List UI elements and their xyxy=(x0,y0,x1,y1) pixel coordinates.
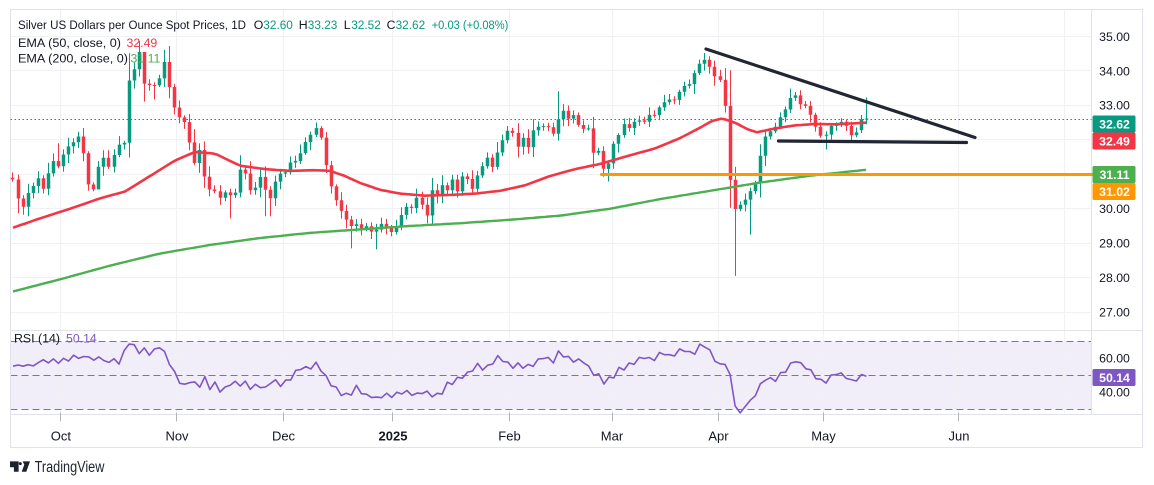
svg-text:+0.03 (+0.08%): +0.03 (+0.08%) xyxy=(432,18,509,32)
svg-text:29.00: 29.00 xyxy=(1099,237,1130,251)
svg-text:O: O xyxy=(254,18,264,32)
svg-text:2025: 2025 xyxy=(379,429,408,444)
svg-text:27.00: 27.00 xyxy=(1099,305,1130,319)
svg-text:C: C xyxy=(387,18,396,32)
svg-text:L: L xyxy=(344,18,351,32)
svg-text:31.11: 31.11 xyxy=(131,52,161,66)
svg-text:TradingView: TradingView xyxy=(35,459,105,476)
svg-text:Mar: Mar xyxy=(601,429,624,444)
svg-text:Jun: Jun xyxy=(949,429,970,444)
svg-text:32.52: 32.52 xyxy=(351,18,381,32)
svg-text:32.62: 32.62 xyxy=(1099,117,1130,131)
svg-text:Oct: Oct xyxy=(51,429,72,444)
svg-text:May: May xyxy=(811,429,836,444)
svg-text:Nov: Nov xyxy=(165,429,189,444)
svg-text:32.60: 32.60 xyxy=(263,18,293,32)
svg-text:H: H xyxy=(299,18,308,32)
svg-text:Silver US Dollars per Ounce Sp: Silver US Dollars per Ounce Spot Prices,… xyxy=(18,18,246,32)
svg-text:EMA (200, close, 0): EMA (200, close, 0) xyxy=(18,52,128,66)
svg-text:31.02: 31.02 xyxy=(1099,185,1130,199)
svg-text:32.62: 32.62 xyxy=(396,18,426,32)
svg-text:30.00: 30.00 xyxy=(1099,202,1130,216)
svg-text:28.00: 28.00 xyxy=(1099,271,1130,285)
svg-text:50.14: 50.14 xyxy=(1099,371,1130,385)
svg-text:32.49: 32.49 xyxy=(1099,134,1130,148)
svg-text:40.00: 40.00 xyxy=(1099,386,1130,400)
svg-text:50.14: 50.14 xyxy=(66,331,97,345)
svg-text:60.00: 60.00 xyxy=(1099,352,1130,366)
svg-text:EMA (50, close, 0): EMA (50, close, 0) xyxy=(18,36,121,50)
svg-text:35.00: 35.00 xyxy=(1099,30,1130,44)
svg-text:Dec: Dec xyxy=(272,429,296,444)
svg-text:Feb: Feb xyxy=(498,429,520,444)
svg-text:RSI (14): RSI (14) xyxy=(14,331,60,345)
svg-text:33.00: 33.00 xyxy=(1099,99,1130,113)
svg-text:34.00: 34.00 xyxy=(1099,64,1130,78)
svg-text:Apr: Apr xyxy=(708,429,729,444)
svg-text:33.23: 33.23 xyxy=(308,18,338,32)
svg-text:31.11: 31.11 xyxy=(1099,168,1129,182)
svg-text:32.49: 32.49 xyxy=(127,36,158,50)
